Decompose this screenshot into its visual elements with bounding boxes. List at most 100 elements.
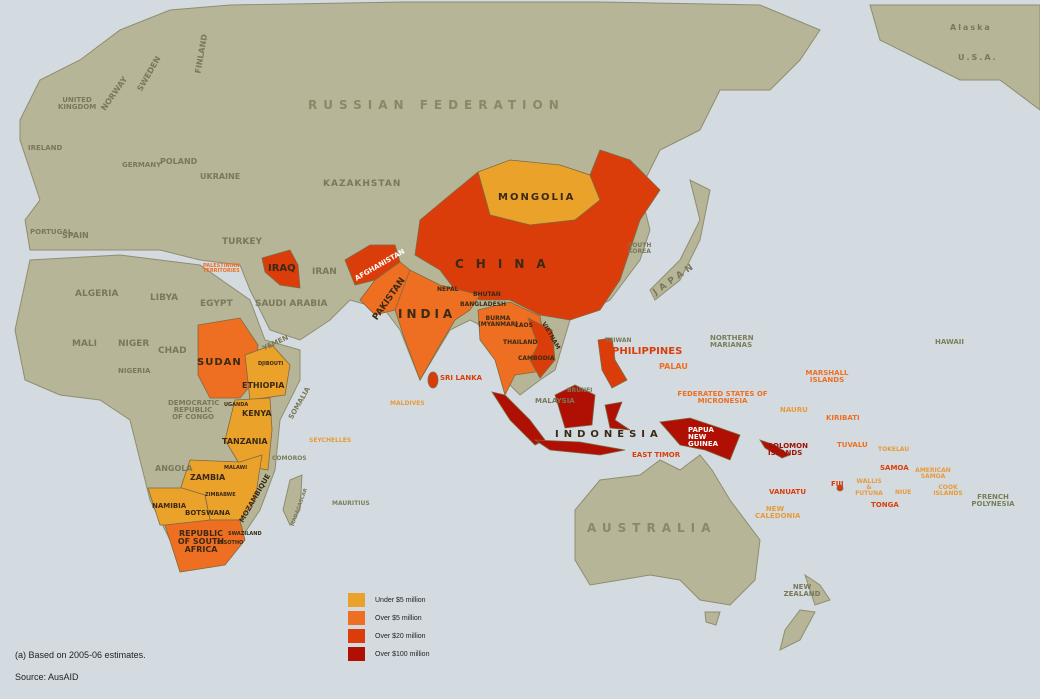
label-egypt: EGYPT	[200, 299, 233, 309]
label-germany: GERMANY	[122, 161, 162, 169]
label-micronesia: FEDERATED STATES OF MICRONESIA	[677, 390, 768, 405]
label-libya: LIBYA	[150, 293, 179, 303]
label-taiwan: TAIWAN	[605, 337, 632, 344]
sri-lanka-region	[427, 371, 439, 389]
footnote: (a) Based on 2005-06 estimates.	[15, 650, 146, 660]
label-turkey: TURKEY	[222, 237, 263, 247]
japan-landmass	[649, 179, 711, 301]
label-tonga: TONGA	[871, 501, 899, 509]
label-malaysia: MALAYSIA	[535, 397, 575, 405]
label-nauru: NAURU	[780, 406, 808, 414]
label-fiji: FIJI	[831, 480, 844, 488]
legend: Under $5 million Over $5 million Over $2…	[348, 591, 429, 663]
borneo-region	[554, 384, 596, 429]
label-nigeria: NIGERIA	[118, 367, 151, 375]
label-alaska: Alaska	[950, 23, 992, 32]
eurasia-landmass	[19, 1, 821, 396]
label-png: PAPUA NEW GUINEA	[688, 426, 719, 448]
label-maldives: MALDIVES	[390, 400, 425, 407]
label-samoa: SAMOA	[880, 464, 909, 472]
label-tanzania: TANZANIA	[222, 437, 268, 446]
legend-item-over-5m: Over $5 million	[348, 609, 429, 627]
label-portugal: PORTUGAL	[30, 228, 73, 236]
south-africa-region	[164, 519, 246, 573]
legend-swatch	[348, 593, 365, 607]
ethiopia-region	[244, 344, 291, 401]
source-note: Source: AusAID	[15, 672, 79, 682]
label-bhutan: BHUTAN	[473, 291, 501, 298]
label-sudan: SUDAN	[197, 357, 242, 368]
legend-swatch	[348, 629, 365, 643]
label-northern-marianas: NORTHERN MARIANAS	[710, 334, 754, 349]
legend-label: Over $5 million	[375, 614, 422, 622]
label-new-zealand: NEW ZEALAND	[783, 583, 821, 598]
label-burma: BURMA (MYANMAR)	[478, 315, 519, 328]
legend-item-over-20m: Over $20 million	[348, 627, 429, 645]
label-spain: SPAIN	[62, 231, 89, 240]
png-region	[659, 417, 741, 461]
legend-swatch	[348, 611, 365, 625]
label-botswana: BOTSWANA	[185, 509, 231, 517]
kenya-tanzania-region	[224, 397, 273, 471]
label-new-caledonia: NEW CALEDONIA	[755, 505, 801, 520]
label-kazakhstan: KAZAKHSTAN	[323, 179, 402, 189]
label-bangladesh: BANGLADESH	[460, 301, 507, 308]
label-chad: CHAD	[158, 346, 187, 356]
label-drc: DEMOCRATIC REPUBLIC OF CONGO	[168, 399, 220, 421]
label-laos: LAOS	[515, 322, 533, 329]
label-lesotho: LESOTHO	[217, 540, 244, 546]
legend-label: Over $100 million	[375, 650, 430, 658]
sulawesi-region	[604, 401, 631, 431]
philippines-region	[597, 337, 628, 389]
legend-swatch	[348, 647, 365, 661]
label-wallis-futuna: WALLIS & FUTUNA	[855, 478, 883, 497]
australia-landmass	[574, 454, 761, 606]
label-tuvalu: TUVALU	[837, 441, 868, 449]
sumatra-region	[491, 391, 546, 446]
label-uganda: UGANDA	[224, 402, 249, 408]
label-mongolia: MONGOLIA	[498, 192, 576, 203]
iraq-region	[261, 249, 301, 289]
label-namibia: NAMIBIA	[152, 502, 187, 510]
label-kenya: KENYA	[242, 409, 272, 418]
label-ireland: IRELAND	[28, 144, 63, 152]
label-iran: IRAN	[312, 267, 337, 277]
label-sri-lanka: SRI LANKA	[440, 374, 483, 382]
label-mauritius: MAURITIUS	[332, 500, 370, 507]
label-solomon-islands: SOLOMON ISLANDS	[768, 442, 808, 457]
label-palau: PALAU	[659, 362, 688, 371]
legend-label: Over $20 million	[375, 632, 426, 640]
label-saudi: SAUDI ARABIA	[255, 299, 328, 309]
label-french-polynesia: FRENCH POLYNESIA	[971, 493, 1015, 508]
label-south-africa: REPUBLIC OF SOUTH AFRICA	[177, 529, 225, 554]
label-zambia: ZAMBIA	[190, 473, 226, 482]
label-djibouti: DJIBOUTI	[258, 361, 284, 367]
label-swaziland: SWAZILAND	[228, 531, 262, 537]
label-east-timor: EAST TIMOR	[632, 451, 681, 459]
label-usa: U.S.A.	[958, 53, 998, 62]
vietnam-region	[527, 317, 556, 379]
label-niue: NIUE	[895, 489, 912, 496]
label-ethiopia: ETHIOPIA	[242, 381, 285, 390]
label-russia: RUSSIAN FEDERATION	[308, 98, 565, 112]
solomon-islands-region	[759, 439, 791, 459]
label-algeria: ALGERIA	[75, 289, 119, 299]
southeast-asia-region	[477, 301, 546, 397]
label-philippines: PHILIPPINES	[612, 346, 683, 357]
new-zealand-landmass	[779, 573, 831, 651]
label-hawaii: HAWAII	[935, 338, 964, 346]
label-china: CHINA	[455, 257, 558, 271]
label-tokelau: TOKELAU	[878, 446, 910, 453]
madagascar-landmass	[282, 474, 303, 527]
india-region	[394, 269, 481, 381]
alaska-landmass	[869, 4, 1040, 111]
label-thailand: THAILAND	[503, 339, 538, 346]
java-region	[533, 439, 626, 456]
label-niger: NIGER	[118, 339, 150, 349]
label-uk: UNITED KINGDOM	[57, 96, 97, 111]
label-seychelles: SEYCHELLES	[309, 437, 352, 444]
label-malawi: MALAWI	[224, 465, 248, 471]
label-ukraine: UKRAINE	[200, 172, 241, 181]
label-south-korea: SOUTH KOREA	[628, 242, 652, 255]
label-indonesia: INDONESIA	[555, 429, 663, 440]
